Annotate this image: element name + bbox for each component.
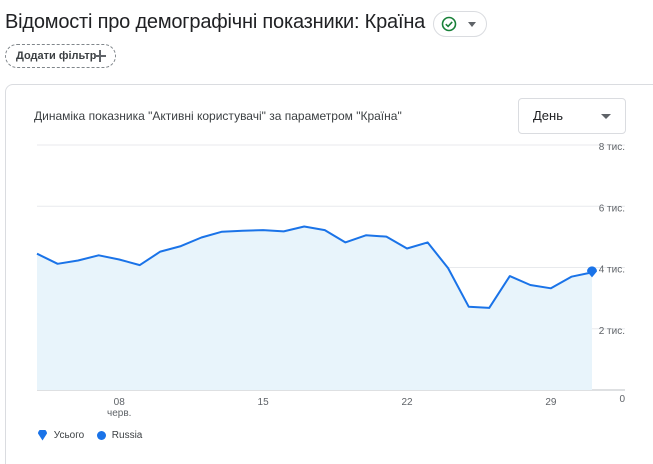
legend-label-total: Усього xyxy=(53,430,85,442)
status-dropdown[interactable] xyxy=(433,11,487,37)
legend-item-total[interactable]: Усього xyxy=(37,429,85,442)
add-filter-button[interactable]: Додати фільтр xyxy=(5,44,116,68)
teardrop-marker-icon xyxy=(37,429,48,441)
y-tick-label: 0 xyxy=(619,394,625,405)
check-circle-icon xyxy=(441,16,457,37)
report-header: Відомості про демографічні показники: Кр… xyxy=(0,0,653,84)
x-tick-sublabel: черв. xyxy=(107,408,131,419)
chevron-down-icon xyxy=(601,114,611,119)
y-tick-label: 6 тис. xyxy=(599,203,625,214)
x-tick-label: 22 xyxy=(401,397,413,408)
y-tick-label: 8 тис. xyxy=(599,142,625,153)
period-select-value: День xyxy=(533,108,563,123)
x-tick-label: 29 xyxy=(545,397,557,408)
chevron-down-icon xyxy=(468,22,476,27)
dot-marker-icon xyxy=(97,430,107,440)
x-tick-label: 15 xyxy=(258,397,270,408)
x-tick-label: 08 xyxy=(114,397,126,408)
series-area xyxy=(37,226,592,390)
chart-legend: Усього Russia xyxy=(37,429,152,442)
plus-icon xyxy=(94,50,106,62)
chart-title: Динаміка показника "Активні користувачі"… xyxy=(34,109,402,123)
series-line xyxy=(36,225,593,309)
period-select[interactable]: День xyxy=(518,98,626,134)
page-title: Відомості про демографічні показники: Кр… xyxy=(5,11,426,33)
legend-item-russia[interactable]: Russia xyxy=(97,430,142,441)
add-filter-label: Додати фільтр xyxy=(16,50,97,62)
y-tick-label: 4 тис. xyxy=(599,265,625,276)
y-tick-label: 2 тис. xyxy=(599,326,625,337)
series-end-marker[interactable] xyxy=(587,266,597,278)
legend-label-russia: Russia xyxy=(111,430,143,442)
